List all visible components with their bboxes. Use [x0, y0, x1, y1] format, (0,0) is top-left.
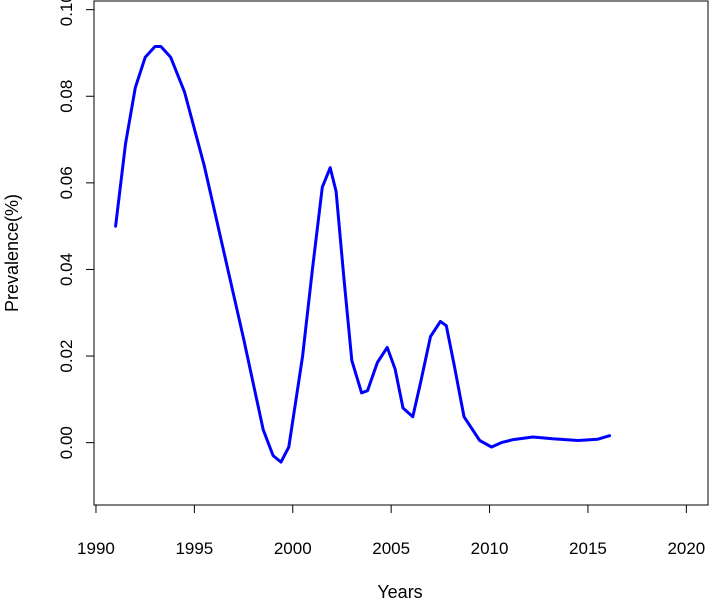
x-tick-label: 1990 — [77, 539, 115, 558]
y-tick-label: 0.06 — [57, 166, 76, 199]
y-axis: 0.00 0.02 0.04 0.06 0.08 0.10 — [57, 0, 95, 459]
x-tick-label: 2020 — [667, 539, 705, 558]
y-tick-label: 0.04 — [57, 253, 76, 286]
x-tick-label: 1995 — [175, 539, 213, 558]
plot-frame — [93, 0, 709, 506]
x-tick-label: 2010 — [471, 539, 509, 558]
y-tick-label: 0.08 — [57, 80, 76, 113]
x-tick-label: 2000 — [274, 539, 312, 558]
x-axis-title: Years — [377, 582, 422, 600]
y-axis-title: Prevalence(%) — [2, 194, 22, 312]
x-tick-label: 2015 — [569, 539, 607, 558]
series-line-prevalence — [114, 45, 612, 464]
y-tick-label: 0.02 — [57, 340, 76, 373]
y-tick-label: 0.10 — [57, 0, 76, 26]
y-tick-label: 0.00 — [57, 426, 76, 459]
x-tick-label: 2005 — [372, 539, 410, 558]
x-axis: 1990 1995 2000 2005 2010 2015 2020 — [77, 504, 705, 558]
